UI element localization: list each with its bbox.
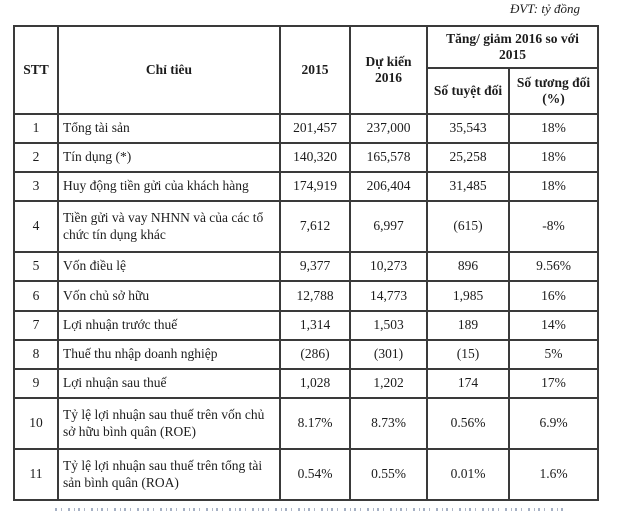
cell-criteria: Tổng tài sản [57, 113, 281, 144]
cell-absolute: 896 [426, 251, 510, 282]
cell-stt: 9 [13, 368, 59, 399]
cell-criteria: Tín dụng (*) [57, 142, 281, 173]
table-row: 11 Tỷ lệ lợi nhuận sau thuế trên tổng tà… [13, 448, 599, 501]
header-row-sub: Số tuyệt đối Số tương đối (%) [14, 67, 599, 115]
table-row: 8 Thuế thu nhập doanh nghiệp (286) (301)… [13, 339, 599, 370]
cell-stt: 8 [13, 339, 59, 370]
table-row: 2 Tín dụng (*) 140,320 165,578 25,258 18… [13, 142, 599, 173]
cell-2015: 174,919 [279, 171, 351, 202]
cell-2016: 10,273 [349, 251, 428, 282]
header-criteria: Chỉ tiêu [57, 25, 281, 115]
cell-2015: 0.54% [279, 448, 351, 501]
table-row: 7 Lợi nhuận trước thuế 1,314 1,503 189 1… [13, 310, 599, 341]
cell-relative: 5% [508, 339, 599, 370]
unit-of-measure-label: ĐVT: tỷ đồng [509, 1, 580, 16]
cell-2015: 1,028 [279, 368, 351, 399]
cell-criteria: Vốn chủ sở hữu [57, 280, 281, 312]
cell-stt: 3 [13, 171, 59, 202]
cell-criteria: Vốn điều lệ [57, 251, 281, 282]
cell-2016: 165,578 [349, 142, 428, 173]
cell-stt: 4 [13, 200, 59, 253]
cell-relative: 1.6% [508, 448, 599, 501]
cell-2015: 9,377 [279, 251, 351, 282]
cell-stt: 10 [13, 397, 59, 450]
cell-relative: 18% [508, 113, 599, 144]
cell-2015: 7,612 [279, 200, 351, 253]
header-stt: STT [13, 25, 59, 115]
cell-absolute: 1,985 [426, 280, 510, 312]
header-change-group: Tăng/ giảm 2016 so với 2015 [426, 25, 599, 69]
cell-criteria: Tỷ lệ lợi nhuận sau thuế trên vốn chủ sở… [57, 397, 281, 450]
cell-relative: 17% [508, 368, 599, 399]
table-row: 1 Tổng tài sản 201,457 237,000 35,543 18… [13, 113, 599, 144]
cell-2015: 1,314 [279, 310, 351, 341]
cell-relative: 16% [508, 280, 599, 312]
cell-2015: 12,788 [279, 280, 351, 312]
header-2015: 2015 [279, 25, 351, 115]
cell-absolute: 189 [426, 310, 510, 341]
cell-2016: 0.55% [349, 448, 428, 501]
cell-2016: 8.73% [349, 397, 428, 450]
cell-relative: 9.56% [508, 251, 599, 282]
cell-relative: 18% [508, 171, 599, 202]
cell-stt: 5 [13, 251, 59, 282]
cell-2015: (286) [279, 339, 351, 370]
cell-2016: 206,404 [349, 171, 428, 202]
cell-2015: 140,320 [279, 142, 351, 173]
table-row: 10 Tỷ lệ lợi nhuận sau thuế trên vốn chủ… [13, 397, 599, 450]
cell-absolute: 0.56% [426, 397, 510, 450]
header-row-top: STT Chỉ tiêu 2015 Dự kiến 2016 Tăng/ giả… [13, 25, 599, 115]
cell-criteria: Tỷ lệ lợi nhuận sau thuế trên tổng tài s… [57, 448, 281, 501]
cell-relative: 6.9% [508, 397, 599, 450]
header-relative-change: Số tương đối (%) [508, 67, 599, 115]
financial-plan-table: STT Chỉ tiêu 2015 Dự kiến 2016 Tăng/ giả… [13, 25, 599, 501]
cell-2016: (301) [349, 339, 428, 370]
cell-relative: 14% [508, 310, 599, 341]
cell-stt: 2 [13, 142, 59, 173]
cell-absolute: (615) [426, 200, 510, 253]
cell-criteria: Lợi nhuận trước thuế [57, 310, 281, 341]
cell-absolute: 35,543 [426, 113, 510, 144]
cell-absolute: 174 [426, 368, 510, 399]
cell-criteria: Tiền gửi và vay NHNN và của các tổ chức … [57, 200, 281, 253]
cell-2016: 1,202 [349, 368, 428, 399]
cell-stt: 11 [13, 448, 59, 501]
cropped-footnote-remnant [55, 507, 565, 512]
header-plan-2016: Dự kiến 2016 [349, 25, 428, 115]
cell-stt: 6 [13, 280, 59, 312]
cell-criteria: Thuế thu nhập doanh nghiệp [57, 339, 281, 370]
cell-criteria: Lợi nhuận sau thuế [57, 368, 281, 399]
cell-2016: 14,773 [349, 280, 428, 312]
cell-relative: 18% [508, 142, 599, 173]
cell-relative: -8% [508, 200, 599, 253]
header-absolute-change: Số tuyệt đối [426, 67, 510, 115]
table-row: 4 Tiền gửi và vay NHNN và của các tổ chứ… [13, 200, 599, 253]
cell-absolute: 31,485 [426, 171, 510, 202]
cell-2016: 6,997 [349, 200, 428, 253]
cell-stt: 7 [13, 310, 59, 341]
table-row: 5 Vốn điều lệ 9,377 10,273 896 9.56% [13, 251, 599, 282]
cell-2016: 1,503 [349, 310, 428, 341]
table-row: 6 Vốn chủ sở hữu 12,788 14,773 1,985 16% [13, 280, 599, 312]
cell-stt: 1 [13, 113, 59, 144]
cell-criteria: Huy động tiền gửi của khách hàng [57, 171, 281, 202]
cell-absolute: (15) [426, 339, 510, 370]
cell-absolute: 25,258 [426, 142, 510, 173]
table-row: 3 Huy động tiền gửi của khách hàng 174,9… [13, 171, 599, 202]
cell-2016: 237,000 [349, 113, 428, 144]
cell-absolute: 0.01% [426, 448, 510, 501]
cell-2015: 8.17% [279, 397, 351, 450]
cell-2015: 201,457 [279, 113, 351, 144]
table-row: 9 Lợi nhuận sau thuế 1,028 1,202 174 17% [13, 368, 599, 399]
